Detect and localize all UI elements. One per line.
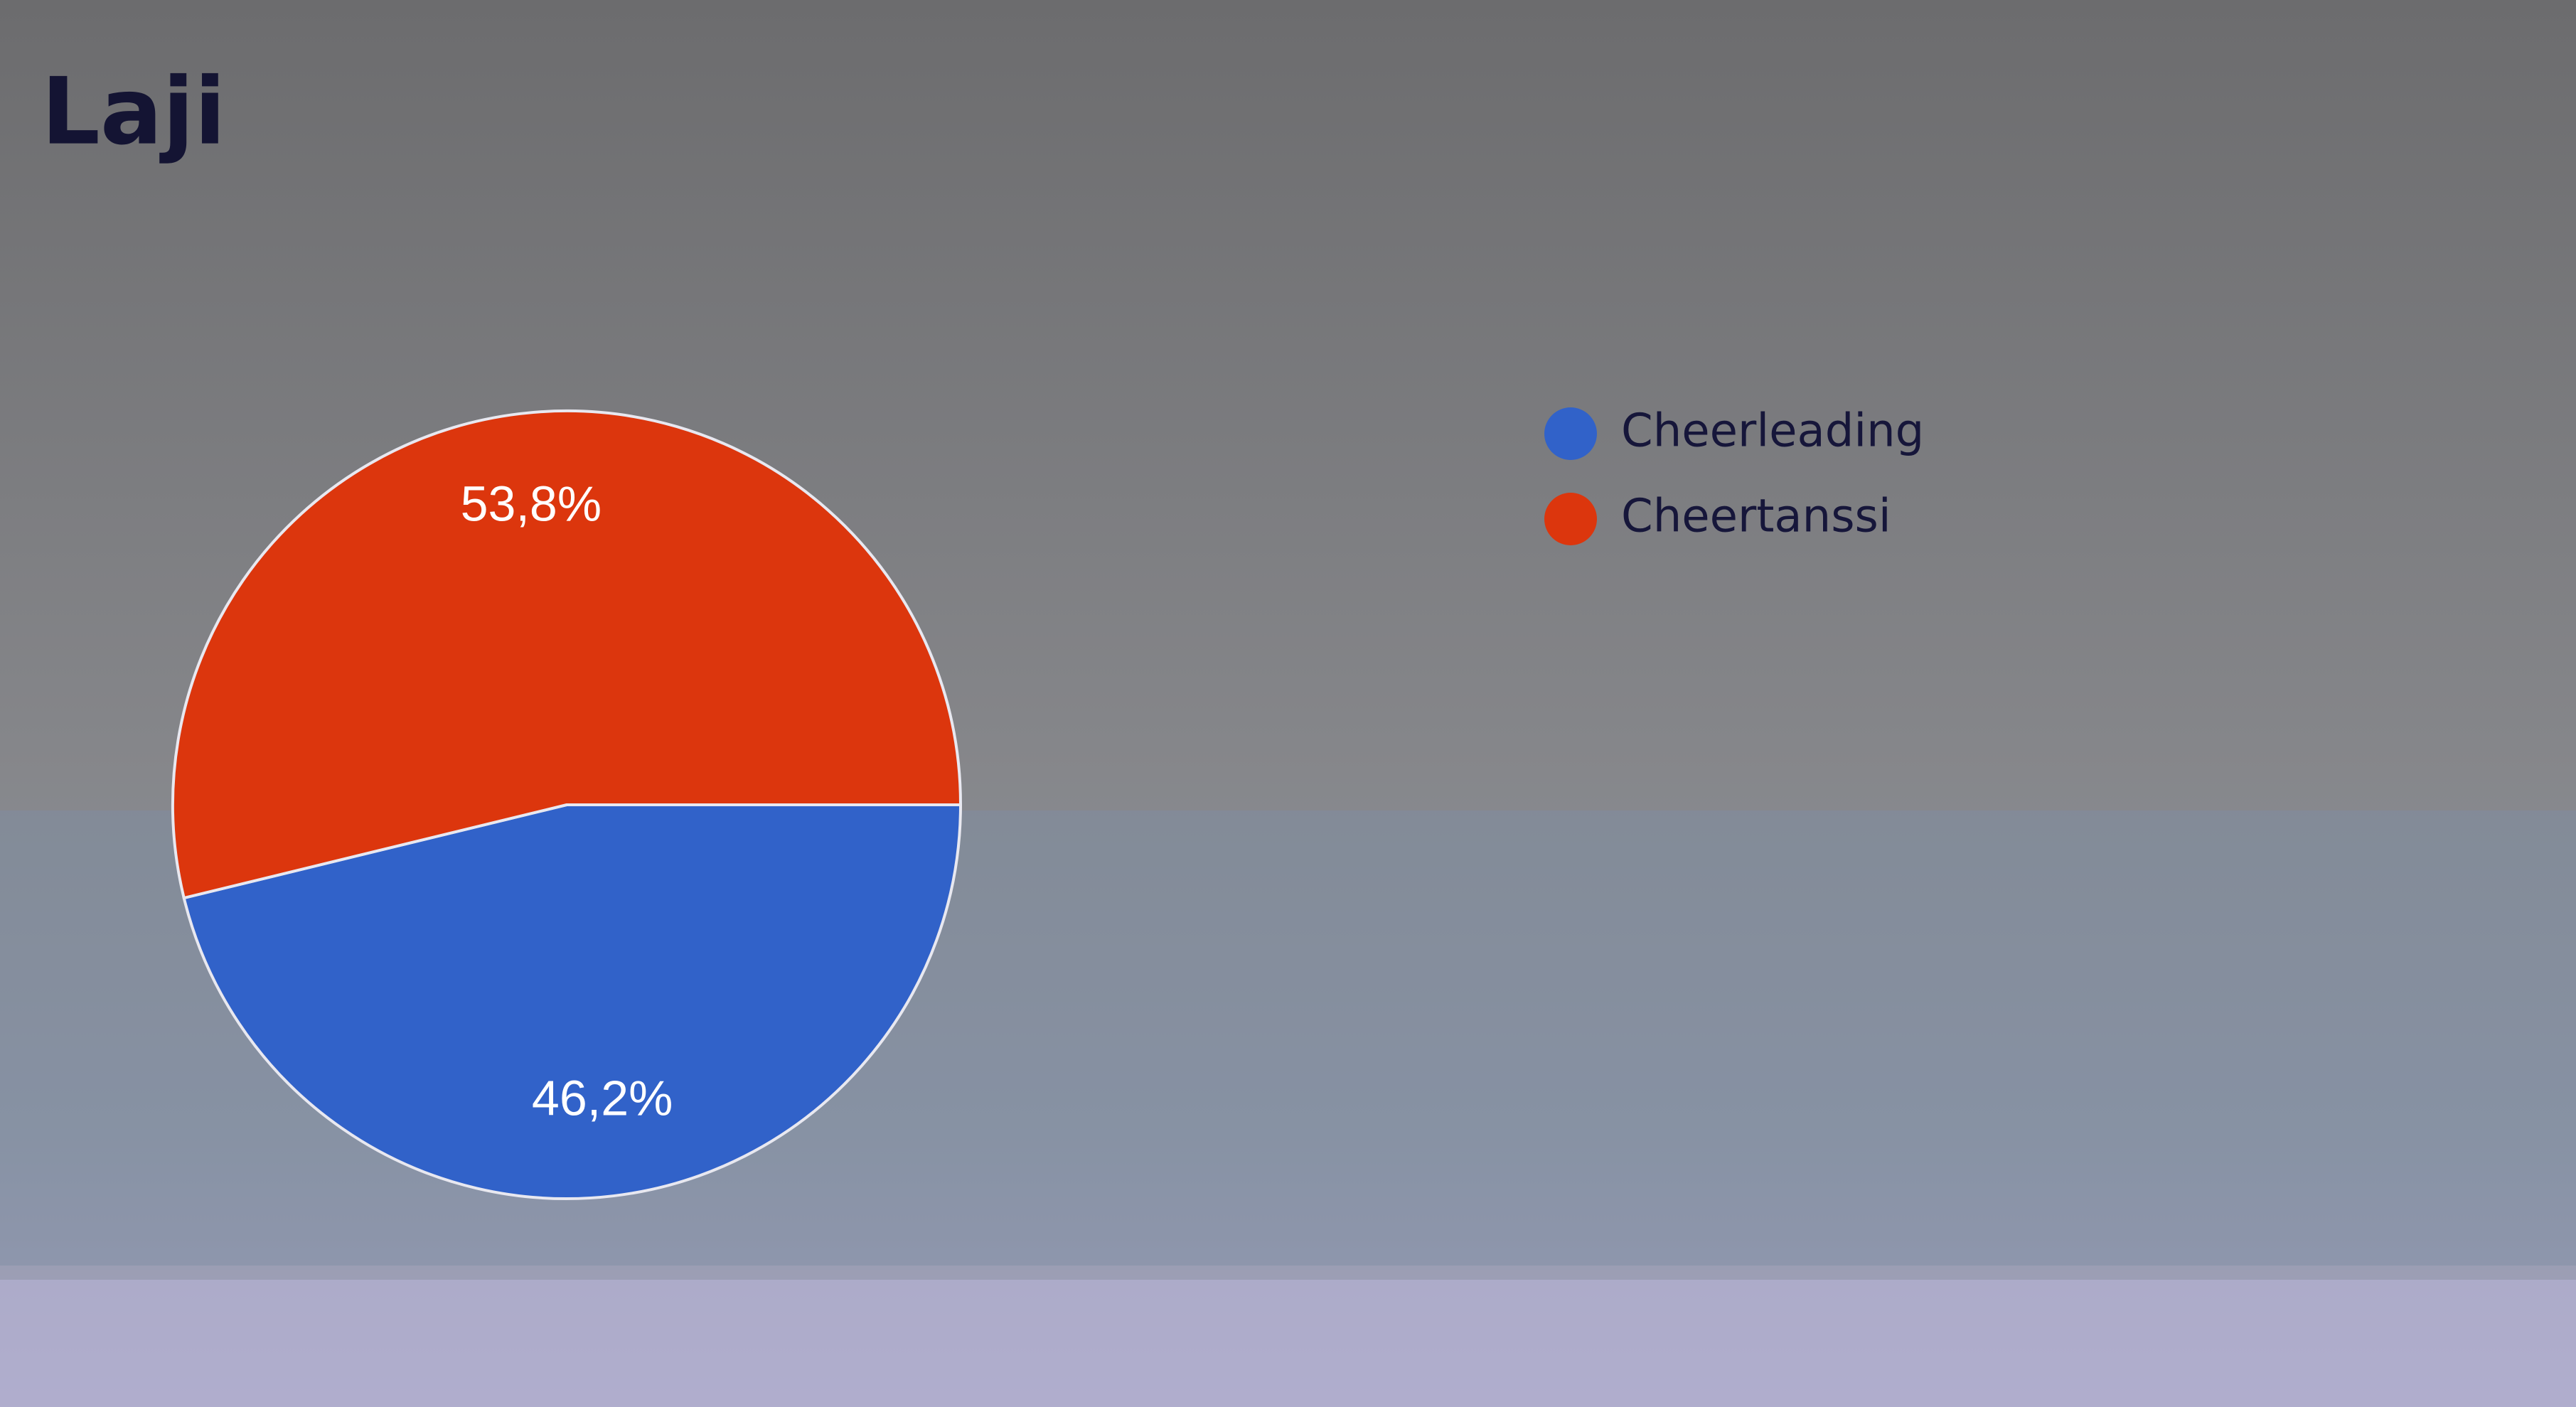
slice-label: 46,2% xyxy=(532,1071,673,1126)
pie: 46,2% 53,8% xyxy=(171,410,963,1200)
legend: Cheerleading Cheertanssi xyxy=(1544,405,1924,545)
chart-title: Laji xyxy=(41,58,226,166)
slice-label: 53,8% xyxy=(461,476,602,531)
stage-floor xyxy=(0,1280,2576,1407)
legend-swatch xyxy=(1544,493,1597,545)
legend-label: Cheerleading xyxy=(1621,405,1924,458)
pie-slice xyxy=(182,803,963,1200)
legend-swatch xyxy=(1544,407,1597,460)
pie-slice xyxy=(171,410,963,900)
legend-label: Cheertanssi xyxy=(1621,491,1891,543)
